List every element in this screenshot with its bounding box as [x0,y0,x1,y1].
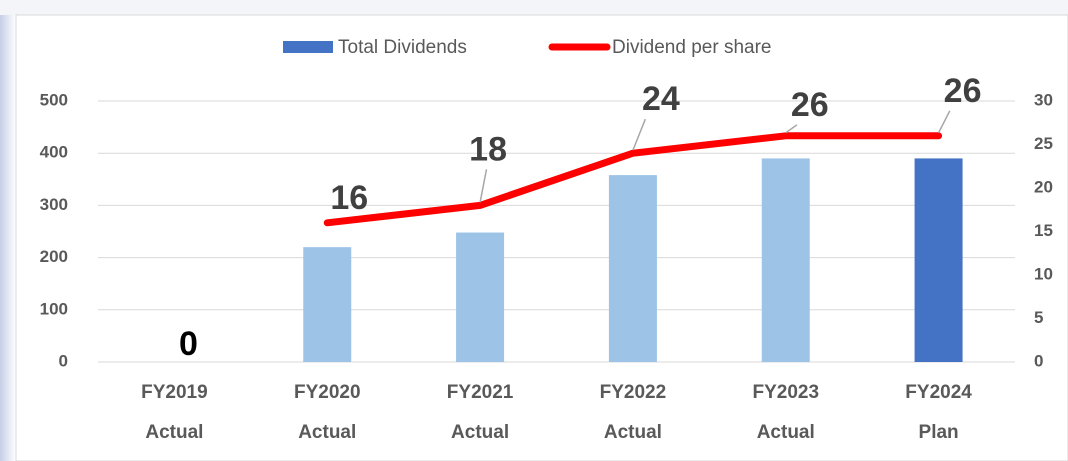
bar [914,158,963,362]
y2-tick-label: 15 [1034,221,1053,240]
y-tick-label: 100 [40,299,68,318]
y-tick-label: 0 [59,351,68,370]
x-tick-label: Actual [145,422,203,443]
data-label: 16 [330,179,368,217]
x-tick-label: FY2022 [600,382,667,403]
x-tick-label: FY2021 [447,382,514,403]
bar [303,247,352,362]
leader-line [785,124,798,134]
line [323,132,943,227]
legend-label: Total Dividends [338,37,467,58]
y2-tick-label: 5 [1034,308,1043,327]
leader-line [632,118,647,151]
y-tick-label: 400 [40,143,68,162]
data-label: 26 [944,72,982,110]
x-tick-label: Actual [604,422,662,443]
x-tick-label: Actual [298,422,356,443]
y-tick-label: 200 [40,247,68,266]
y-tick-label: 300 [40,195,68,214]
bar [608,175,657,362]
y2-tick-label: 30 [1034,90,1053,109]
bar [456,232,505,362]
x-tick-label: Actual [757,422,815,443]
x-tick-label: FY2024 [905,382,972,403]
y-tick-label: 500 [40,90,68,109]
y2-tick-label: 25 [1034,134,1053,153]
data-label: 24 [642,80,680,118]
data-label: 0 [179,325,198,363]
x-tick-label: FY2019 [141,382,208,403]
y2-tick-label: 20 [1034,177,1053,196]
legend-label: Dividend per share [612,37,771,58]
data-label: 26 [791,86,829,124]
y2-tick-label: 10 [1034,264,1053,283]
data-label: 18 [469,130,507,168]
x-tick-label: Plan [919,422,959,443]
y2-tick-label: 0 [1034,351,1043,370]
plot-panel [15,14,1068,461]
bar [761,158,810,362]
legend-swatch [283,41,333,53]
leader-line [479,169,488,203]
leader-line [937,110,951,134]
x-tick-label: FY2023 [752,382,819,403]
x-tick-label: FY2020 [294,382,361,403]
x-tick-label: Actual [451,422,509,443]
edge-strip [0,15,16,461]
